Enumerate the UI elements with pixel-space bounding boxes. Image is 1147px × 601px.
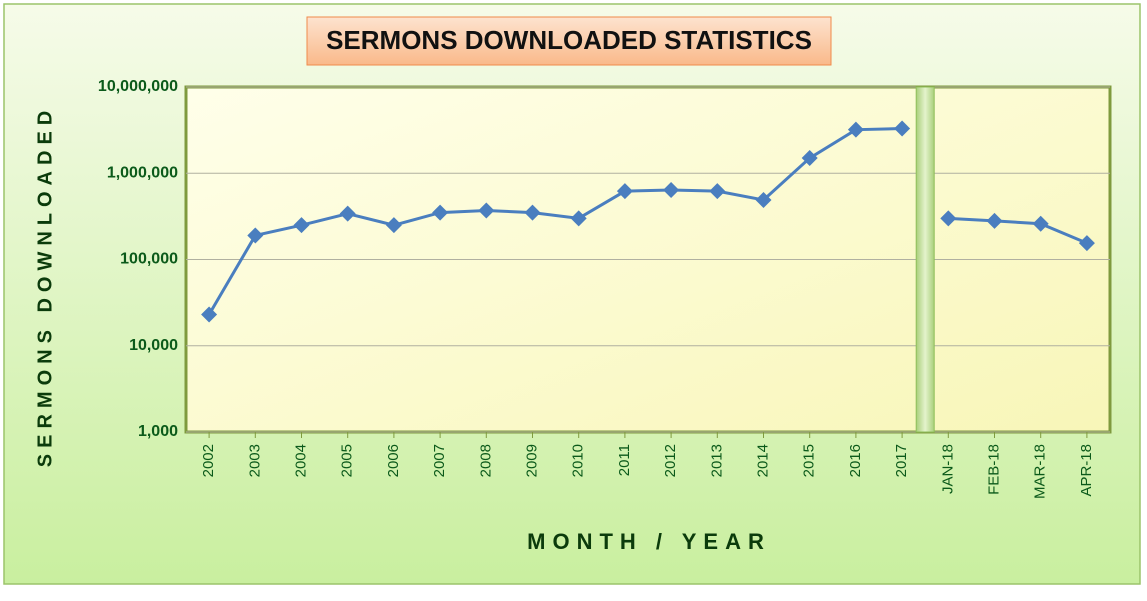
x-tick-label: 2010 — [570, 444, 587, 477]
marker — [570, 210, 587, 227]
y-tick-label: 1,000 — [138, 423, 178, 440]
marker — [432, 204, 449, 221]
marker — [1032, 215, 1049, 232]
x-tick-label: APR-18 — [1078, 444, 1095, 497]
y-tick-label: 10,000,000 — [98, 78, 178, 95]
marker — [986, 212, 1003, 229]
marker — [894, 120, 911, 137]
x-tick-label: 2013 — [708, 444, 725, 477]
x-tick-label: 2012 — [662, 444, 679, 477]
marker — [1078, 235, 1095, 252]
x-tick-label: FEB-18 — [985, 444, 1002, 495]
marker — [247, 227, 264, 244]
x-tick-label: 2006 — [385, 444, 402, 477]
x-tick-label: 2005 — [339, 444, 356, 477]
line — [948, 216, 1088, 245]
x-tick-label: 2016 — [847, 444, 864, 477]
line — [207, 127, 903, 316]
marker — [709, 183, 726, 200]
marker — [293, 217, 310, 234]
y-tick-label: 10,000 — [129, 337, 178, 354]
marker — [524, 204, 541, 221]
x-tick-label: 2008 — [477, 444, 494, 477]
marker — [801, 150, 818, 167]
x-tick-label: 2007 — [431, 444, 448, 477]
x-tick-label: 2004 — [292, 444, 309, 477]
separator — [915, 86, 935, 433]
marker — [940, 210, 957, 227]
x-tick-label: 2003 — [246, 444, 263, 477]
y-tick-label: 100,000 — [120, 251, 178, 268]
y-tick-label: 1,000,000 — [107, 164, 178, 181]
marker — [663, 181, 680, 198]
marker — [616, 183, 633, 200]
y-axis-label: SERMONS DOWNLOADED — [34, 105, 56, 467]
x-tick-label: 2015 — [801, 444, 818, 477]
x-tick-label: 2011 — [616, 444, 633, 476]
marker — [847, 121, 864, 138]
marker — [385, 217, 402, 234]
x-tick-label: JAN-18 — [939, 444, 956, 494]
marker — [339, 205, 356, 222]
x-tick-label: MAR-18 — [1032, 444, 1049, 499]
x-tick-label: 2017 — [893, 444, 910, 477]
x-tick-label: 2002 — [200, 444, 217, 477]
marker — [201, 306, 218, 323]
marker — [755, 191, 772, 208]
marker — [478, 202, 495, 219]
x-tick-label: 2014 — [754, 444, 771, 477]
title-box — [306, 16, 832, 66]
x-axis-label: MONTH / YEAR — [527, 529, 771, 554]
x-tick-label: 2009 — [523, 444, 540, 477]
chart-title: SERMONS DOWNLOADED STATISTICS — [326, 25, 812, 55]
